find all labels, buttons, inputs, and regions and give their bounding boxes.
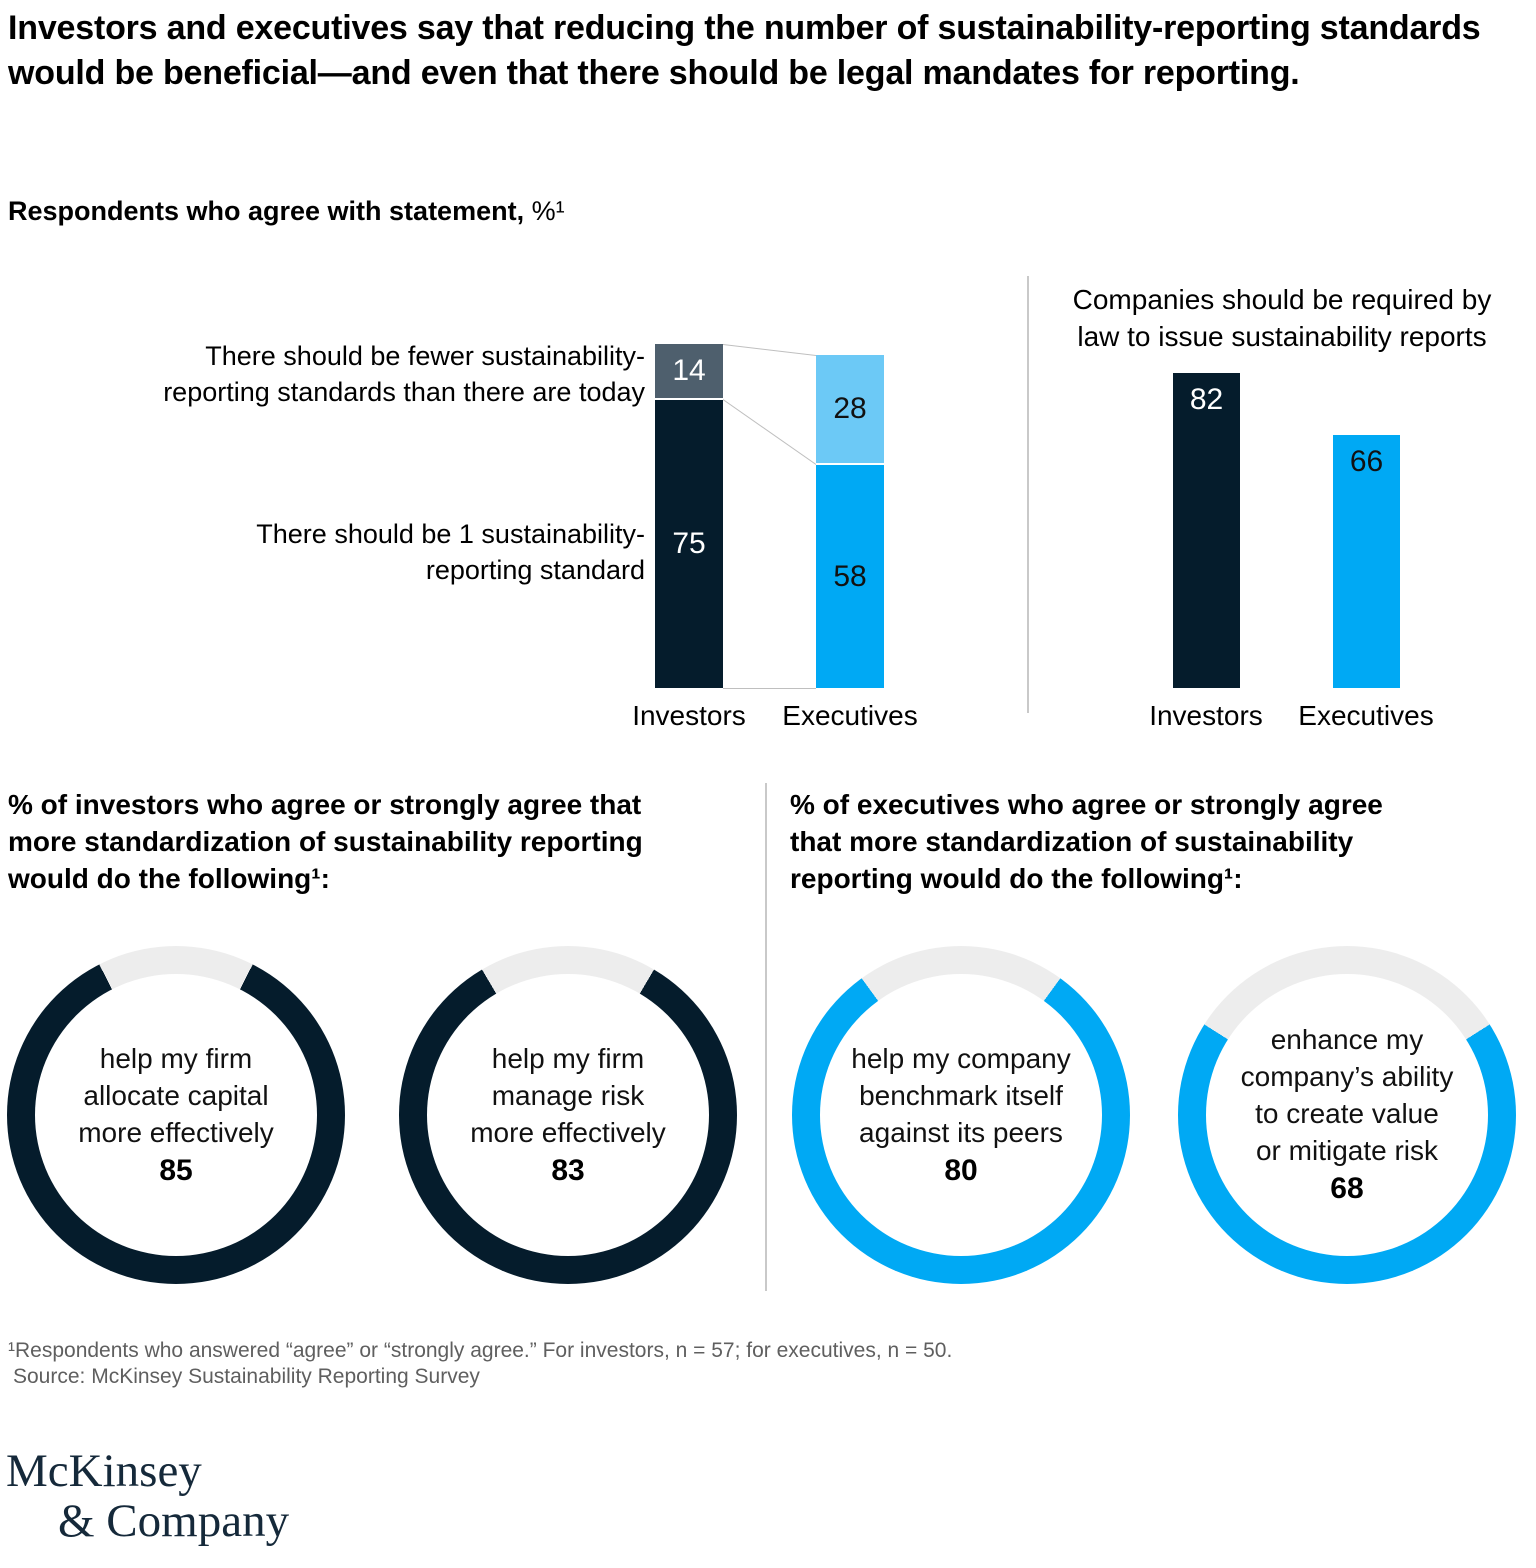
donut-hole: help my company benchmark itself against… — [820, 974, 1102, 1256]
investors-section-header: % of investors who agree or strongly agr… — [8, 786, 778, 897]
row-label-line: There should be fewer sustainability- — [205, 341, 645, 371]
donut-label: help my company benchmark itself against… — [851, 1040, 1070, 1191]
page-title: Investors and executives say that reduci… — [8, 9, 1481, 92]
stacked-chart-row-label-one-standard: There should be 1 sustainability- report… — [105, 516, 645, 588]
axis-label-investors: Investors — [1149, 700, 1263, 731]
donut-benchmark-peers: help my company benchmark itself against… — [792, 946, 1130, 1284]
row-label-line: reporting standards than there are today — [163, 377, 645, 407]
donut-label-line: to create value — [1255, 1098, 1439, 1129]
segment-one-standard-investors: 75 — [655, 400, 723, 688]
axis-label-investors: Investors — [632, 700, 746, 731]
header-line: would do the following¹: — [8, 863, 330, 894]
donut-label-line: against its peers — [859, 1116, 1063, 1148]
donut-label: help my firm manage risk more effectivel… — [470, 1040, 666, 1191]
header-line: more standardization of sustainability r… — [8, 826, 643, 857]
executives-section-header: % of executives who agree or strongly ag… — [790, 786, 1510, 897]
donut-manage-risk: help my firm manage risk more effectivel… — [399, 946, 737, 1284]
donut-label: help my firm allocate capital more effec… — [78, 1040, 274, 1191]
stacked-chart-row-label-fewer-standards: There should be fewer sustainability- re… — [105, 338, 645, 410]
bar-executives-66: 66 — [1333, 435, 1400, 688]
stacked-bar-executives: 28 58 — [816, 355, 884, 688]
donut-label-line: manage risk — [491, 1079, 645, 1111]
segment-value: 14 — [672, 354, 706, 387]
header-line: % of investors who agree or strongly agr… — [8, 789, 642, 820]
donut-label-line: more effectively — [470, 1116, 666, 1148]
donut-value: 68 — [1330, 1172, 1364, 1205]
bar-investors-82: 82 — [1173, 373, 1240, 688]
donut-hole: help my firm manage risk more effectivel… — [427, 974, 709, 1256]
section-divider-line — [765, 783, 767, 1291]
donut-label-line: or mitigate risk — [1255, 1135, 1439, 1166]
donut-value: 80 — [944, 1153, 978, 1187]
donut-hole: enhance my company’s ability to create v… — [1206, 974, 1488, 1256]
header-line: that more standardization of sustainabil… — [790, 826, 1354, 857]
footnote-note: ¹Respondents who answered “agree” or “st… — [8, 1339, 953, 1362]
donut-label-line: more effectively — [78, 1116, 274, 1148]
donut-label-line: enhance my — [1270, 1024, 1424, 1055]
chart-subtitle-text: Respondents who agree with statement, — [8, 196, 525, 226]
segment-connector-lines — [723, 344, 816, 689]
segment-value: 58 — [833, 559, 867, 593]
logo-line-1: McKinsey — [6, 1445, 202, 1497]
header-line: reporting would do the following¹: — [790, 863, 1243, 894]
donut-create-value: enhance my company’s ability to create v… — [1178, 946, 1516, 1284]
law-chart-title: Companies should be required by law to i… — [1072, 284, 1492, 352]
segment-one-standard-executives: 58 — [816, 465, 884, 688]
donut-label-line: company’s ability — [1240, 1061, 1454, 1092]
donut-hole: help my firm allocate capital more effec… — [35, 974, 317, 1256]
header-line: % of executives who agree or strongly ag… — [790, 789, 1383, 820]
segment-fewer-standards-investors: 14 — [655, 344, 723, 398]
segment-value: 28 — [833, 392, 867, 425]
donut-value: 85 — [159, 1153, 193, 1187]
donut-label-line: help my firm — [99, 1042, 253, 1074]
donut-value: 83 — [551, 1153, 585, 1187]
segment-fewer-standards-executives: 28 — [816, 355, 884, 463]
bar-value: 82 — [1189, 383, 1224, 416]
chart-divider-line — [1027, 276, 1029, 713]
segment-value: 75 — [672, 527, 706, 560]
donut-label-line: allocate capital — [83, 1079, 269, 1111]
footnote-source: Source: McKinsey Sustainability Reportin… — [13, 1365, 480, 1388]
row-label-line: reporting standard — [425, 555, 645, 585]
axis-label-executives: Executives — [782, 700, 918, 731]
footnote: ¹Respondents who answered “agree” or “st… — [8, 1338, 1308, 1390]
chart-subtitle-unit: %¹ — [531, 196, 565, 226]
donut-allocate-capital: help my firm allocate capital more effec… — [7, 946, 345, 1284]
donut-label-line: benchmark itself — [859, 1079, 1063, 1111]
bar-value: 66 — [1349, 445, 1384, 478]
donut-label-line: help my firm — [491, 1042, 645, 1074]
axis-label-executives: Executives — [1298, 700, 1434, 731]
row-label-line: There should be 1 sustainability- — [256, 519, 645, 549]
donut-label: enhance my company’s ability to create v… — [1241, 1021, 1454, 1209]
mckinsey-logo: McKinsey & Company — [6, 1446, 289, 1546]
donut-label-line: help my company — [851, 1042, 1071, 1074]
logo-line-2: & Company — [58, 1495, 290, 1547]
chart-subtitle: Respondents who agree with statement, %¹ — [8, 196, 565, 227]
stacked-bar-investors: 14 75 — [655, 344, 723, 688]
